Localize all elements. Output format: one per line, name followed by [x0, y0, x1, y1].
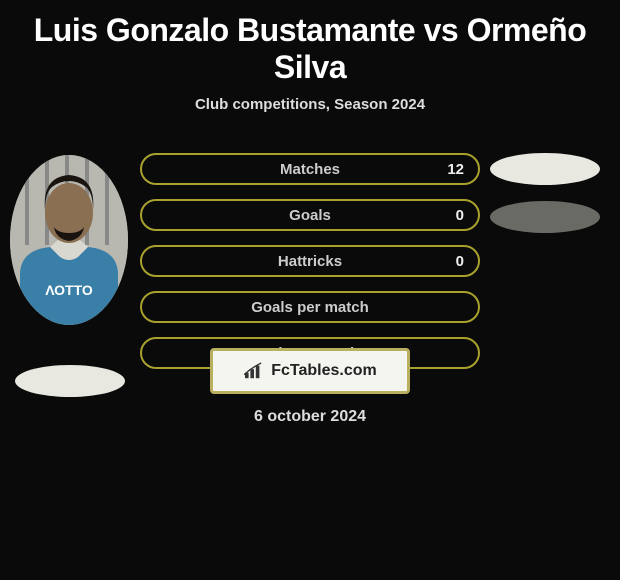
fctables-logo: FcTables.com	[210, 348, 410, 394]
stat-label: Goals per match	[142, 299, 478, 316]
logo-text: FcTables.com	[271, 362, 377, 380]
side-oval-right-2	[490, 201, 600, 233]
side-oval-right-1	[490, 153, 600, 185]
bar-chart-icon	[243, 362, 265, 380]
stat-value-left: 0	[456, 253, 464, 270]
stat-row-goals-per-match: Goals per match	[140, 291, 480, 323]
player-photo-left: ΛΟΤΤΟ	[10, 155, 128, 325]
stat-label: Hattricks	[142, 253, 478, 270]
stat-row-matches: Matches 12	[140, 153, 480, 185]
stat-value-left: 12	[447, 161, 464, 178]
stat-row-goals: Goals 0	[140, 199, 480, 231]
page-title: Luis Gonzalo Bustamante vs Ormeño Silva	[0, 0, 620, 90]
stat-row-hattricks: Hattricks 0	[140, 245, 480, 277]
stat-value-left: 0	[456, 207, 464, 224]
stat-label: Matches	[142, 161, 478, 178]
footer-date: 6 october 2024	[0, 408, 620, 426]
jersey-text: ΛΟΤΤΟ	[45, 282, 93, 298]
stat-label: Goals	[142, 207, 478, 224]
player-avatar-svg: ΛΟΤΤΟ	[10, 155, 128, 325]
page-subtitle: Club competitions, Season 2024	[0, 90, 620, 137]
side-oval-bottom-left	[15, 365, 125, 397]
